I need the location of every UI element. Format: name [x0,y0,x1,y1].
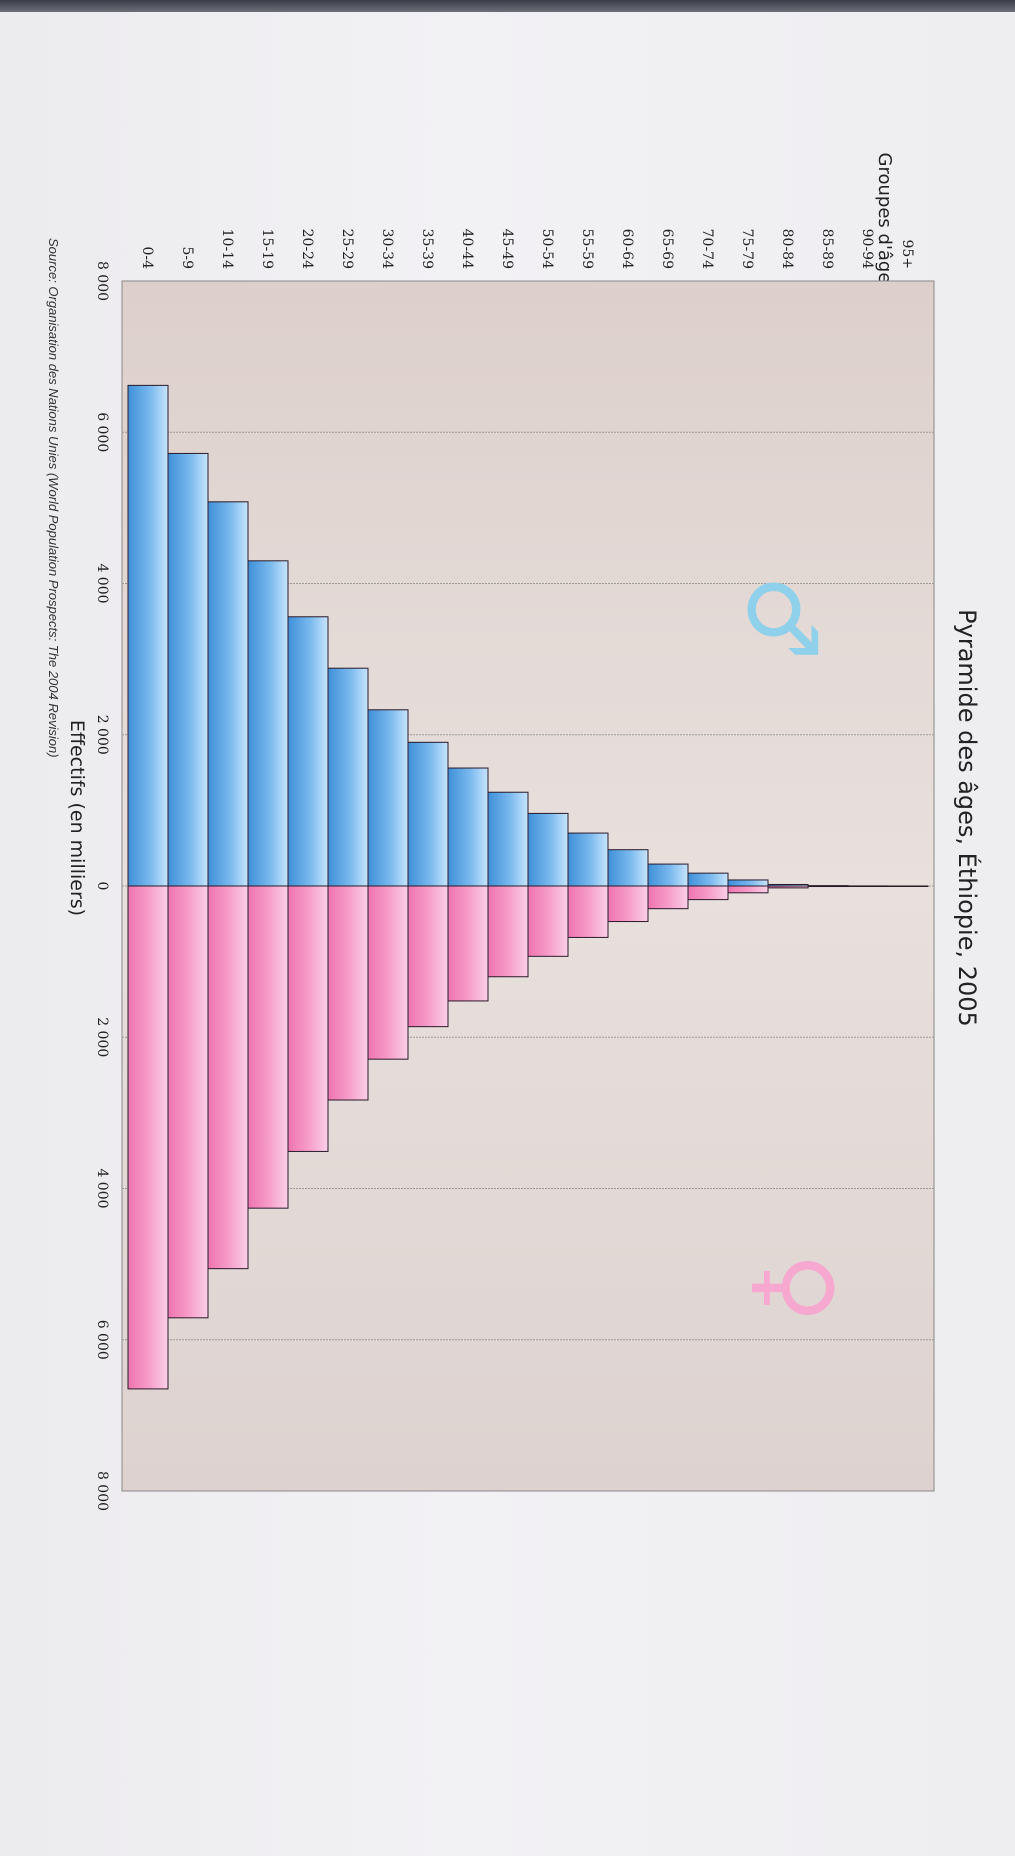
chart-title: Pyramide des âges, Éthiopie, 2005 [953,609,982,1027]
chart-svg: Pyramide des âges, Éthiopie, 2005 Groupe… [46,153,982,1511]
source-note: Source: Organisation des Nations Unies (… [46,238,61,758]
age-group-label: 80-84 [779,229,795,269]
age-group-label: 25-29 [339,229,355,269]
female-bar [287,885,329,1152]
male-bar [487,791,529,887]
male-bar [607,849,649,887]
x-axis-title: Effectifs (en milliers) [66,720,88,916]
male-bar [327,667,369,887]
male-bar [367,709,409,887]
female-bar [607,885,649,923]
female-bar [447,885,489,1002]
female-bar [887,885,929,887]
age-group-label: 0-4 [139,246,155,269]
female-symbol-icon: ♀ [741,1253,853,1323]
age-group-label: 5-9 [179,246,195,269]
female-bar [407,885,449,1028]
male-bar [207,501,249,887]
female-bar [767,885,809,889]
screen-top-bezel [0,0,1015,12]
female-bar [487,885,529,978]
age-group-label: 45-49 [499,229,515,269]
female-bar [247,885,289,1209]
x-tick-label: 6 000 [94,412,110,452]
male-bar [247,560,289,887]
female-bar [727,885,769,894]
age-group-label: 95+ [899,239,915,269]
age-group-label: 15-19 [259,229,275,269]
male-bar [647,863,689,887]
x-tick-label: 8 000 [94,1471,110,1511]
population-pyramid-chart: Pyramide des âges, Éthiopie, 2005 Groupe… [19,118,999,1518]
male-bar [127,384,169,887]
age-group-label: 85-89 [819,229,835,269]
age-group-label: 60-64 [619,229,635,269]
male-bar [727,879,769,887]
female-bar [687,885,729,901]
age-group-label: 10-14 [219,229,235,269]
female-bar [127,885,169,1390]
x-tick-label: 4 000 [94,563,110,603]
male-bar [567,832,609,887]
male-bar [447,767,489,887]
male-bar [167,452,209,887]
female-bar [367,885,409,1060]
female-bar [327,885,369,1101]
female-bar [807,885,849,888]
male-bar [527,812,569,887]
x-tick-label: 2 000 [94,1017,110,1057]
age-group-label: 75-79 [739,229,755,269]
age-group-label: 90-94 [859,229,875,269]
female-bar [207,885,249,1270]
x-tick-label: 8 000 [94,261,110,301]
female-bar [567,885,609,938]
x-tick-label: 4 000 [94,1168,110,1208]
y-tick-labels: 0-4 5-9 10-14 15-19 20-24 25-29 30-34 35-39 40-4… [139,229,915,269]
age-group-label: 35-39 [419,229,435,269]
age-group-label: 50-54 [539,229,555,269]
female-bar [847,885,889,887]
x-tick-label: 0 [94,882,110,891]
age-group-label: 70-74 [699,229,715,269]
y-axis-title: Groupes d'âge [874,153,895,284]
age-group-label: 55-59 [579,229,595,269]
age-group-label: 20-24 [299,229,315,269]
bars [127,384,929,1390]
female-bar [647,885,689,910]
x-tick-label: 6 000 [94,1320,110,1360]
male-symbol-icon: ♂ [726,575,838,661]
male-bar [687,872,729,887]
female-bar [167,885,209,1319]
male-bar [287,616,329,887]
age-group-label: 65-69 [659,229,675,269]
male-bar [407,741,449,887]
age-group-label: 40-44 [459,229,475,269]
x-tick-labels: 8 000 6 000 4 000 2 000 0 2 000 4 000 6 000 8 00… [94,261,110,1511]
x-tick-label: 2 000 [94,715,110,755]
female-bar [527,885,569,957]
age-group-label: 30-34 [379,229,395,269]
